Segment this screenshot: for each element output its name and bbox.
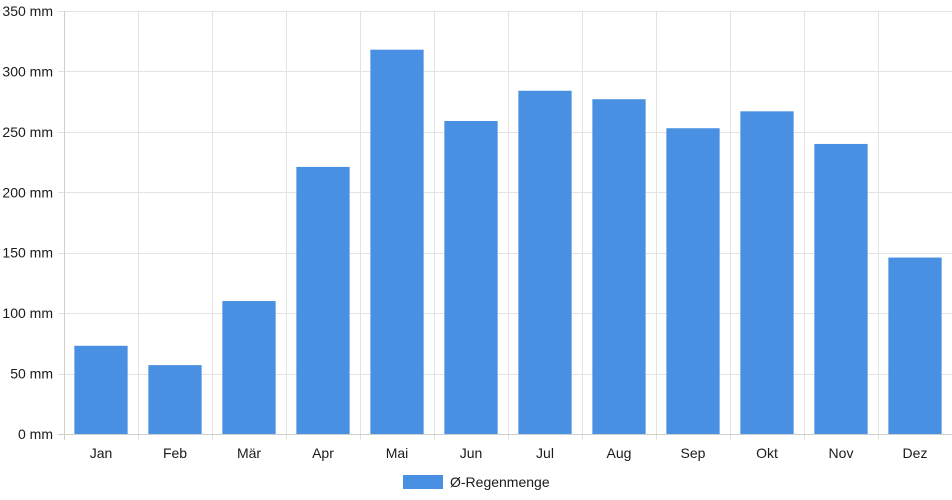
x-tick-label: Mär [237, 445, 261, 461]
y-tick-label: 0 mm [18, 426, 53, 442]
bar[interactable] [296, 166, 350, 435]
bar[interactable] [814, 143, 868, 434]
legend-swatch[interactable] [403, 475, 443, 489]
x-tick-label: Jan [90, 445, 113, 461]
x-tick-label: Nov [829, 445, 854, 461]
y-tick-label: 200 mm [2, 184, 53, 200]
bar[interactable] [444, 120, 498, 434]
bar[interactable] [740, 111, 794, 434]
bar[interactable] [222, 301, 276, 434]
y-axis-tick-labels: 0 mm 50 mm 100 mm 150 mm 200 mm 250 mm 300 mm 3… [2, 3, 53, 442]
grid-lines [58, 11, 952, 440]
bar[interactable] [592, 99, 646, 435]
bar[interactable] [148, 365, 202, 434]
x-tick-label: Apr [312, 445, 334, 461]
y-tick-label: 50 mm [10, 366, 53, 382]
bar[interactable] [666, 128, 720, 434]
y-tick-label: 250 mm [2, 124, 53, 140]
x-tick-label: Mai [386, 445, 409, 461]
legend[interactable]: Ø-Regenmenge [403, 474, 550, 490]
axes [58, 11, 952, 440]
bar[interactable] [370, 49, 424, 434]
y-tick-label: 100 mm [2, 305, 53, 321]
y-tick-label: 300 mm [2, 63, 53, 79]
y-tick-label: 150 mm [2, 245, 53, 261]
x-tick-label: Feb [163, 445, 187, 461]
bars [74, 49, 942, 435]
bar[interactable] [518, 90, 572, 434]
x-tick-label: Okt [756, 445, 778, 461]
x-tick-label: Jul [536, 445, 554, 461]
x-tick-label: Dez [903, 445, 928, 461]
legend-label[interactable]: Ø-Regenmenge [450, 474, 550, 490]
y-tick-label: 350 mm [2, 3, 53, 19]
bar[interactable] [888, 257, 942, 434]
x-axis-tick-labels: Jan Feb Mär Apr Mai Jun Jul Aug Sep Okt Nov Dez [90, 445, 928, 461]
x-tick-label: Sep [681, 445, 706, 461]
bar[interactable] [74, 345, 128, 434]
x-tick-label: Jun [460, 445, 483, 461]
x-tick-label: Aug [607, 445, 632, 461]
